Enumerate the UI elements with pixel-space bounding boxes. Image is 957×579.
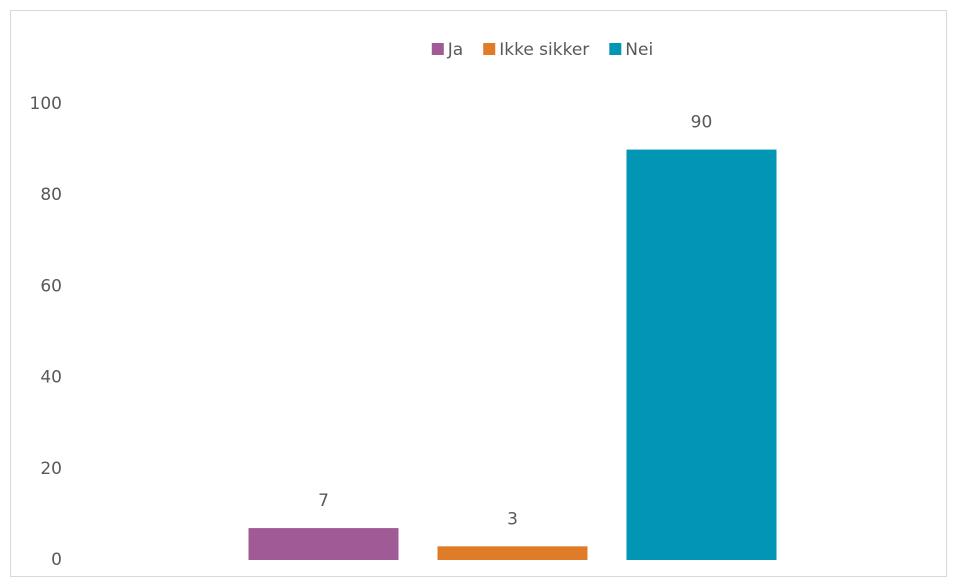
bar [437, 546, 588, 560]
chart-border [10, 10, 947, 577]
bar [626, 149, 777, 560]
y-tick-label: 100 [30, 94, 62, 114]
data-label: 7 [318, 491, 329, 511]
y-tick-label: 40 [40, 368, 62, 388]
y-tick-label: 60 [40, 276, 62, 296]
legend-swatch [431, 43, 444, 55]
y-tick-label: 0 [51, 550, 62, 570]
data-label: 90 [691, 113, 713, 133]
legend-label: Ikke sikker [499, 40, 589, 60]
legend-label: Nei [625, 40, 653, 60]
bar [248, 528, 399, 560]
legend: Ja Ikke sikker Nei [431, 40, 653, 60]
data-label: 3 [507, 509, 518, 529]
legend-swatch [609, 43, 622, 55]
y-tick-label: 20 [40, 459, 62, 479]
legend-swatch [483, 43, 496, 55]
legend-label: Ja [447, 40, 463, 60]
y-tick-label: 80 [40, 185, 62, 205]
